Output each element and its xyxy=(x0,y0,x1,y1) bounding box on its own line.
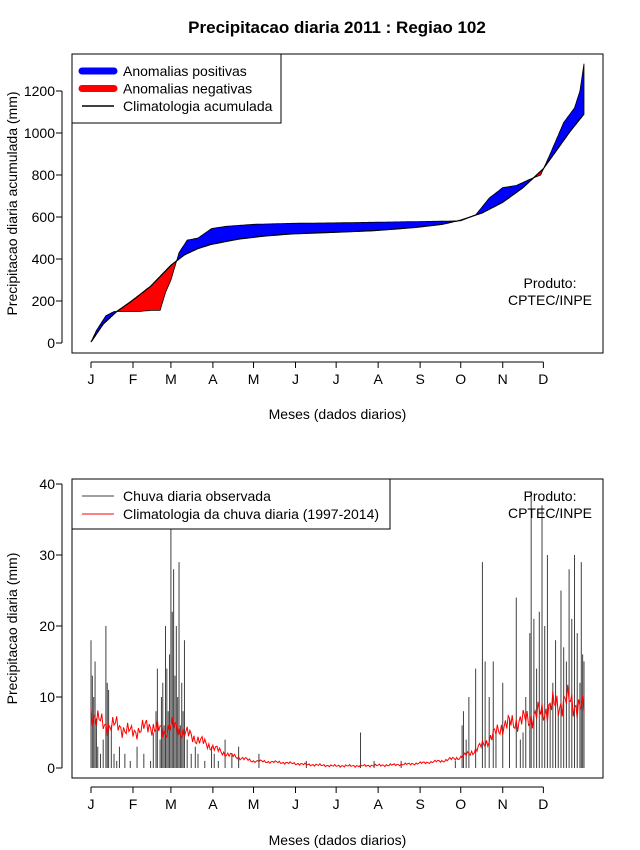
y-tick-label: 400 xyxy=(32,251,56,267)
x-tick-label: A xyxy=(373,371,383,387)
legend-label: Climatologia da chuva diaria (1997-2014) xyxy=(123,506,379,522)
y-axis-top: 0 200 400 600 800 1000 1200 xyxy=(24,83,63,351)
x-tick-label: F xyxy=(129,796,138,812)
climatology-cumulative-line xyxy=(90,113,585,343)
y-tick-label: 0 xyxy=(47,760,55,776)
y-tick-label: 1000 xyxy=(24,125,55,141)
daily-bars xyxy=(90,491,585,768)
x-tick-label: S xyxy=(415,371,424,387)
x-tick-label: F xyxy=(129,371,138,387)
positive-anomaly-area xyxy=(543,63,585,170)
legend-label: Chuva diaria observada xyxy=(123,488,271,504)
y-tick-label: 20 xyxy=(39,618,55,634)
y-tick-label: 40 xyxy=(39,476,55,492)
y-tick-label: 0 xyxy=(47,335,55,351)
y-tick-label: 600 xyxy=(32,209,56,225)
x-tick-label: M xyxy=(248,796,260,812)
x-tick-label: N xyxy=(498,796,508,812)
x-tick-label: S xyxy=(415,796,424,812)
legend-bottom: Chuva diaria observada Climatologia da ch… xyxy=(71,478,391,530)
x-tick-label: J xyxy=(292,796,299,812)
chart-title: Precipitacao diaria 2011 : Regiao 102 xyxy=(188,18,486,37)
x-tick-label: J xyxy=(88,371,95,387)
x-tick-label: M xyxy=(165,371,177,387)
x-axis-label-bottom: Meses (dados diarios) xyxy=(269,832,407,848)
legend-label: Climatologia acumulada xyxy=(123,98,273,114)
x-tick-label: A xyxy=(208,371,218,387)
legend-label: Anomalias negativas xyxy=(123,81,252,97)
y-tick-label: 1200 xyxy=(24,83,55,99)
x-tick-label: J xyxy=(88,796,95,812)
x-tick-label: A xyxy=(208,796,218,812)
accumulated-precip-panel: 0 200 400 600 800 1000 1200 J F M A M J J A S O N D Preci… xyxy=(4,53,604,422)
x-tick-label: O xyxy=(455,371,466,387)
legend-label: Anomalias positivas xyxy=(123,63,247,79)
x-tick-label: A xyxy=(373,796,383,812)
legend-top: Anomalias positivas Anomalias negativasCl… xyxy=(71,53,282,124)
y-axis-bottom: 0 10 20 30 40 xyxy=(39,476,63,776)
y-tick-label: 200 xyxy=(32,293,56,309)
x-tick-label: D xyxy=(538,796,548,812)
daily-precip-panel: 0 10 20 30 40 J F M A M J J A S O N D Precipitacao diar… xyxy=(4,476,604,848)
x-tick-label: J xyxy=(333,371,340,387)
x-tick-label: J xyxy=(333,796,340,812)
legend-box xyxy=(71,478,391,530)
y-tick-label: 30 xyxy=(39,547,55,563)
climatology-daily-line xyxy=(90,684,585,768)
x-axis-label-top: Meses (dados diarios) xyxy=(269,406,407,422)
y-axis-label-bottom: Precipitacao diaria (mm) xyxy=(4,553,20,705)
x-tick-label: M xyxy=(248,371,260,387)
product-source-top: CPTEC/INPE xyxy=(508,292,592,308)
y-tick-label: 10 xyxy=(39,689,55,705)
positive-anomaly-area xyxy=(471,177,533,217)
x-tick-label: J xyxy=(292,371,299,387)
x-tick-label: N xyxy=(498,371,508,387)
x-tick-label: O xyxy=(455,796,466,812)
product-label-bottom: Produto: xyxy=(524,488,577,504)
product-source-bottom: CPTEC/INPE xyxy=(508,505,592,521)
x-tick-label: M xyxy=(165,796,177,812)
y-tick-label: 800 xyxy=(32,167,56,183)
plot-frame-top xyxy=(71,53,604,354)
x-tick-label: D xyxy=(538,371,548,387)
y-axis-label-top: Precipitacao diaria acumulada (mm) xyxy=(4,91,20,315)
product-label-top: Produto: xyxy=(524,275,577,291)
